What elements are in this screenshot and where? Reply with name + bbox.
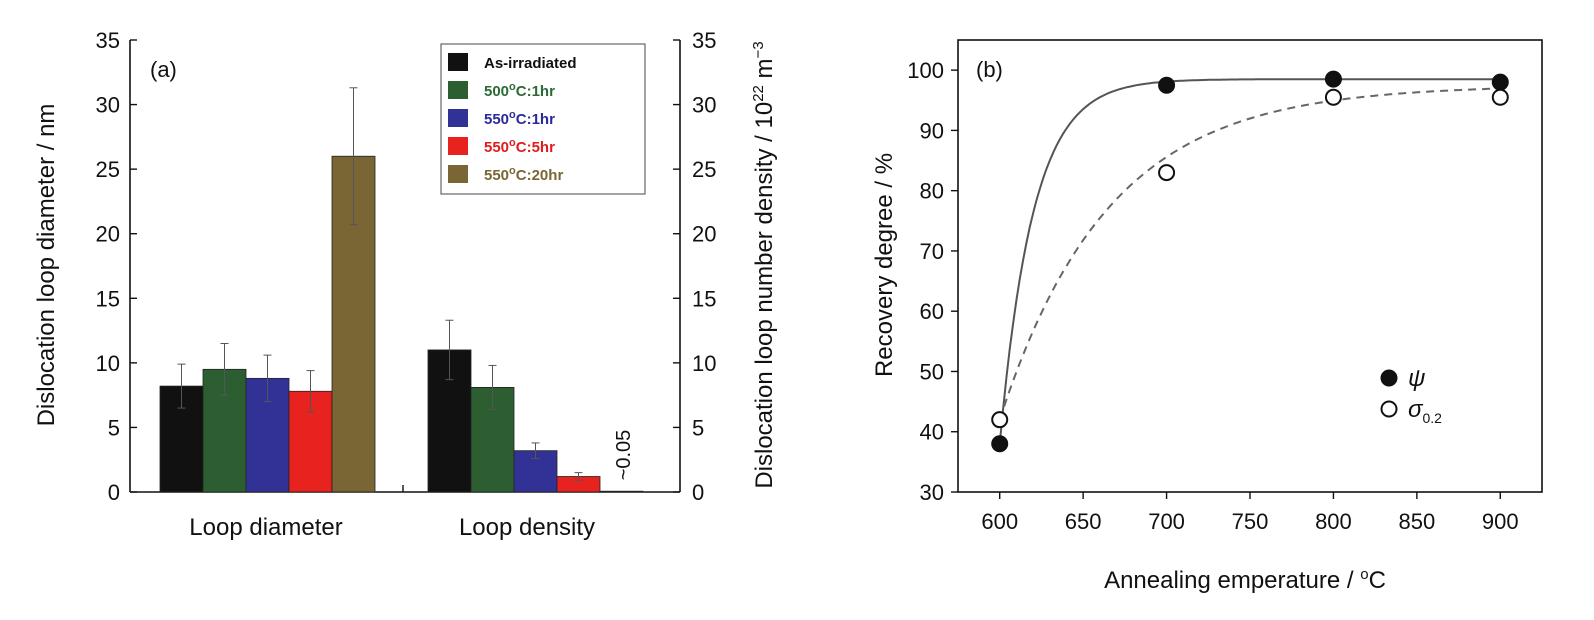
data-point-sigma bbox=[991, 411, 1009, 429]
x-tick-label: 750 bbox=[1232, 509, 1269, 534]
legend-entry: 550oC:5hr bbox=[484, 137, 555, 156]
legend-entry-rest: C:20hr bbox=[516, 167, 564, 184]
x-tick-label: 700 bbox=[1148, 509, 1185, 534]
panel-a-label: (a) bbox=[150, 57, 177, 82]
legend-entry-degree: o bbox=[509, 137, 516, 149]
legend: ψσ0.2 bbox=[1380, 365, 1442, 426]
legend-entry-degree: o bbox=[509, 109, 516, 121]
legend-swatch bbox=[448, 53, 468, 71]
left-y-tick-label: 25 bbox=[96, 157, 120, 182]
x-label-base: Annealing emperature / bbox=[1104, 567, 1360, 594]
legend-entry-name: 500 bbox=[484, 83, 509, 100]
x-tick-label: 650 bbox=[1065, 509, 1102, 534]
panel-b-label: (b) bbox=[976, 57, 1003, 82]
data-point-psi bbox=[1324, 70, 1342, 88]
bar bbox=[599, 490, 644, 493]
right-y-tick-label: 10 bbox=[692, 351, 716, 376]
x-tick-label: 850 bbox=[1398, 509, 1435, 534]
y2-label-exp: 22 bbox=[750, 85, 767, 102]
y-tick-label: 60 bbox=[920, 299, 944, 324]
legend-entry-name: 550 bbox=[484, 111, 509, 128]
right-y-tick-label: 35 bbox=[692, 28, 716, 53]
y-tick-label: 80 bbox=[920, 179, 944, 204]
legend-marker bbox=[1380, 369, 1398, 387]
x-category-label: Loop diameter bbox=[189, 514, 342, 541]
right-y-tick-label: 0 bbox=[692, 480, 704, 505]
bar bbox=[202, 368, 247, 493]
y-tick-label: 50 bbox=[920, 359, 944, 384]
legend-entry-name: σ bbox=[1408, 396, 1424, 423]
panel-b-x-axis-label: Annealing emperature / oC bbox=[1104, 566, 1386, 594]
panel-a-y2-axis-label: Dislocation loop number density / 1022 m… bbox=[750, 41, 778, 488]
left-y-tick-label: 10 bbox=[96, 351, 120, 376]
legend-entry: As-irradiated bbox=[484, 55, 577, 72]
x-label-unit: C bbox=[1369, 567, 1386, 594]
legend-entry: 550oC:1hr bbox=[484, 109, 555, 128]
x-category-label: Loop density bbox=[459, 514, 595, 541]
fit-curve-psi bbox=[998, 78, 1501, 444]
panel-b: (b) Recovery degree / % Annealing empera… bbox=[871, 39, 1543, 594]
y-tick-label: 90 bbox=[920, 118, 944, 143]
legend-swatch bbox=[448, 81, 468, 99]
legend-entry: ψ bbox=[1408, 365, 1425, 392]
plot-frame bbox=[957, 39, 1543, 493]
panel-a-y-axis-label: Dislocation loop diameter / nm bbox=[33, 104, 60, 427]
data-point-psi bbox=[1491, 73, 1509, 91]
right-y-tick-label: 5 bbox=[692, 415, 704, 440]
y-tick-label: 40 bbox=[920, 420, 944, 445]
data-point-sigma bbox=[1491, 88, 1509, 106]
y-tick-label: 70 bbox=[920, 239, 944, 264]
bar bbox=[513, 450, 558, 493]
legend-entry-rest: C:1hr bbox=[516, 111, 555, 128]
legend-swatch bbox=[448, 109, 468, 127]
right-y-tick-label: 30 bbox=[692, 93, 716, 118]
legend-entry-rest: C:5hr bbox=[516, 139, 555, 156]
data-point-sigma bbox=[1158, 164, 1176, 182]
y-tick-label: 100 bbox=[907, 58, 944, 83]
panel-a-density-annotation: ~0.05 bbox=[613, 430, 635, 481]
left-y-tick-label: 15 bbox=[96, 286, 120, 311]
data-point-psi bbox=[1158, 76, 1176, 94]
x-tick-label: 600 bbox=[981, 509, 1018, 534]
right-y-tick-label: 20 bbox=[692, 222, 716, 247]
legend-entry-name: ψ bbox=[1408, 365, 1425, 392]
right-y-tick-label: 25 bbox=[692, 157, 716, 182]
legend-entry: σ0.2 bbox=[1408, 396, 1442, 426]
left-y-tick-label: 20 bbox=[96, 222, 120, 247]
left-y-tick-label: 30 bbox=[96, 93, 120, 118]
panel-b-y-axis-label: Recovery degree / % bbox=[871, 153, 898, 377]
fit-curve-sigma bbox=[998, 87, 1501, 421]
legend-entry-sub: 0.2 bbox=[1422, 410, 1442, 426]
legend-entry-name: 550 bbox=[484, 167, 509, 184]
legend-entry-name: As-irradiated bbox=[484, 55, 577, 72]
left-y-tick-label: 35 bbox=[96, 28, 120, 53]
legend-box bbox=[440, 43, 646, 195]
right-y-tick-label: 15 bbox=[692, 286, 716, 311]
y2-label-base: Dislocation loop number density / 10 bbox=[751, 102, 778, 489]
legend-entry-rest: C:1hr bbox=[516, 83, 555, 100]
data-point-sigma bbox=[1324, 88, 1342, 106]
legend-marker bbox=[1380, 400, 1398, 418]
legend-entry: 550oC:20hr bbox=[484, 165, 563, 184]
legend-entry: 500oC:1hr bbox=[484, 81, 555, 100]
legend-entry-degree: o bbox=[509, 81, 516, 93]
left-y-tick-label: 5 bbox=[108, 415, 120, 440]
left-y-tick-label: 0 bbox=[108, 480, 120, 505]
x-label-degree: o bbox=[1360, 566, 1368, 583]
x-tick-label: 800 bbox=[1315, 509, 1352, 534]
y-tick-label: 30 bbox=[920, 480, 944, 505]
data-point-psi bbox=[991, 435, 1009, 453]
y2-label-unit: m bbox=[751, 58, 778, 85]
x-tick-label: 900 bbox=[1482, 509, 1519, 534]
panel-a: (a) Dislocation loop diameter / nm Dislo… bbox=[33, 28, 778, 541]
legend-entry-degree: o bbox=[509, 165, 516, 177]
legend-swatch bbox=[448, 165, 468, 183]
legend-entry-name: 550 bbox=[484, 139, 509, 156]
y2-label-unit-exp: −3 bbox=[750, 41, 767, 58]
legend-swatch bbox=[448, 137, 468, 155]
legend: As-irradiated500oC:1hr550oC:1hr550oC:5hr… bbox=[440, 43, 646, 195]
